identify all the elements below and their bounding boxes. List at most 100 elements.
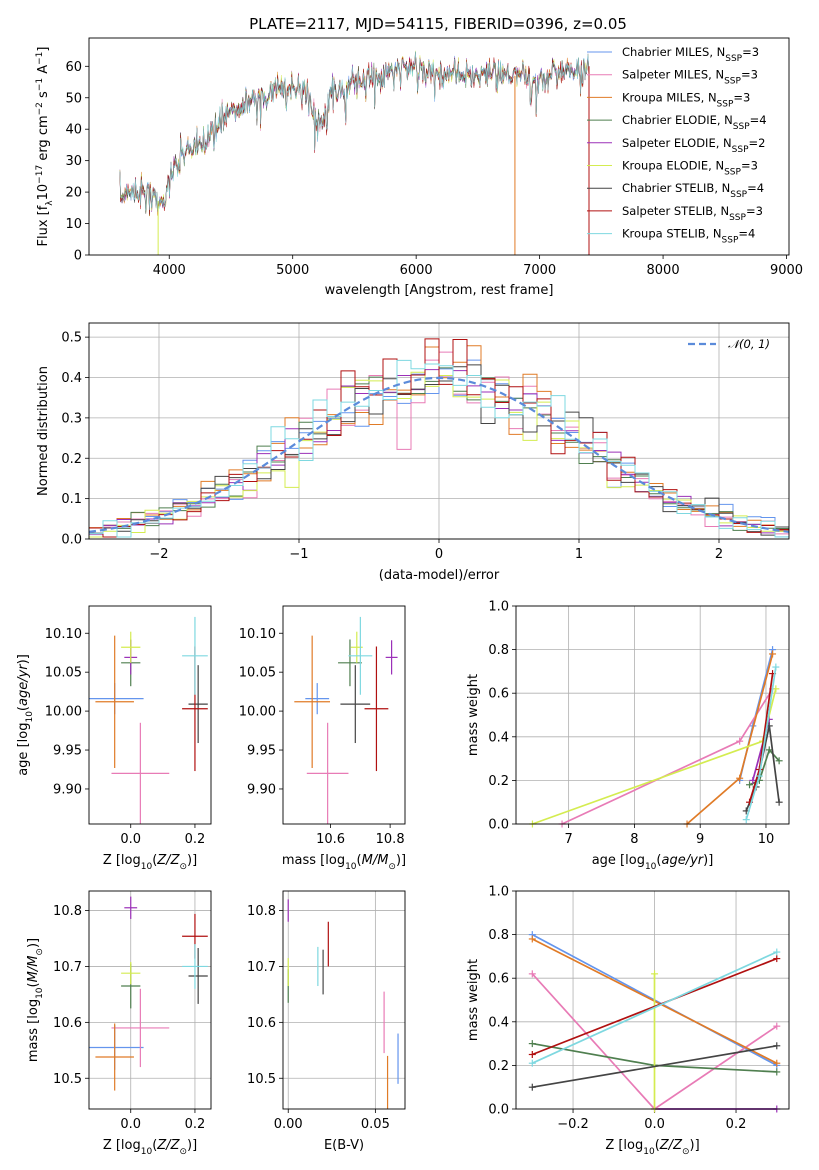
- y-axis-label: mass [log10(M/M⊙)]: [26, 938, 45, 1062]
- y-tick-label: 0.2: [488, 774, 509, 789]
- y-tick-label: 10.8: [247, 904, 276, 919]
- label-part: 10: [645, 862, 657, 872]
- y-tick-label: 20: [65, 186, 82, 201]
- label-part: ⊙: [179, 1147, 187, 1157]
- y-tick-label: 60: [65, 60, 82, 75]
- label-part: SSP: [732, 145, 749, 155]
- y-tick-label: 10.10: [45, 627, 82, 642]
- y-tick-label: 0.2: [61, 452, 82, 467]
- label-part: =4: [738, 227, 755, 241]
- histogram-step: [89, 359, 789, 538]
- x-tick-label: −2: [149, 547, 168, 562]
- y-tick-label: 9.90: [247, 782, 276, 797]
- y-tick-label: 10.05: [45, 666, 82, 681]
- label-part: Chabrier MILES, N: [622, 45, 725, 59]
- x-axis-label: wavelength [Angstrom, rest frame]: [325, 283, 554, 298]
- weight-line: [531, 957, 778, 1056]
- x-tick-label: 10: [758, 832, 775, 847]
- label-part: =3: [742, 45, 759, 59]
- figure-title: PLATE=2117, MJD=54115, FIBERID=0396, z=0…: [249, 15, 627, 33]
- legend-label: Chabrier MILES, NSSP=3: [622, 45, 759, 64]
- points-group: [287, 899, 399, 1109]
- x-axis-label: Z [log10(Z/Z⊙)]: [103, 1138, 197, 1157]
- label-part: Kroupa STELIB, N: [622, 227, 722, 241]
- y-tick-label: 0.5: [61, 331, 82, 346]
- label-part: Salpeter STELIB, N: [622, 204, 729, 218]
- label-part: M/M: [362, 853, 389, 868]
- label-part: mass [log: [26, 999, 41, 1062]
- spectrum-line: [119, 51, 590, 212]
- x-axis-label: E(B-V): [324, 1138, 364, 1153]
- y-axis-label: mass weight: [466, 674, 481, 756]
- label-part: Z/Z: [156, 1138, 180, 1153]
- label-part: Z [log: [103, 1138, 141, 1153]
- label-part: 10: [141, 862, 153, 872]
- label-part: ⊙: [682, 1147, 690, 1157]
- x-tick-label: 7000: [523, 263, 556, 278]
- label-part: (: [357, 853, 362, 868]
- y-tick-label: 0.8: [488, 928, 509, 943]
- y-tick-label: 0.2: [488, 1059, 509, 1074]
- x-tick-label: 8000: [647, 263, 680, 278]
- y-tick-label: 10.8: [53, 904, 82, 919]
- label-part: SSP: [717, 99, 734, 109]
- legend-label: 𝒩(0, 1): [728, 337, 770, 351]
- y-tick-label: 9.90: [53, 782, 82, 797]
- label-part: (: [152, 1138, 157, 1153]
- label-part: A: [36, 65, 51, 78]
- label-part: (: [656, 853, 661, 868]
- label-part: )]: [396, 853, 406, 868]
- label-part: SSP: [730, 190, 747, 200]
- label-part: Z/Z: [659, 1138, 683, 1153]
- points-group: [89, 616, 208, 824]
- y-tick-label: 0.3: [61, 411, 82, 426]
- axes-frame: [282, 890, 406, 1110]
- label-part: (: [26, 982, 41, 987]
- legend-label: Kroupa MILES, NSSP=3: [622, 90, 750, 109]
- label-part: M/M: [26, 956, 41, 983]
- label-part: erg cm: [36, 115, 51, 164]
- y-axis-label: age [log10(age/yr)]: [16, 654, 35, 776]
- x-axis-label: Z [log10(Z/Z⊙)]: [605, 1138, 699, 1157]
- y-tick-label: 0.4: [61, 371, 82, 386]
- legend-label: Chabrier ELODIE, NSSP=4: [622, 113, 767, 132]
- axes-frame: [515, 890, 790, 1110]
- y-tick-label: 0.6: [488, 972, 509, 987]
- axes-frame: [88, 890, 212, 1110]
- x-axis-label: Z [log10(Z/Z⊙)]: [103, 853, 197, 872]
- y-tick-label: 0.6: [488, 687, 509, 702]
- y-tick-label: 9.95: [247, 744, 276, 759]
- label-part: (: [655, 1138, 660, 1153]
- y-axis-label: Flux [fλ10−17 erg cm−2 s−1 A−1]: [35, 47, 55, 247]
- y-tick-label: 0.0: [488, 818, 509, 833]
- y-tick-label: 10.5: [247, 1072, 276, 1087]
- label-part: SSP: [733, 122, 750, 132]
- label-part: (: [152, 853, 157, 868]
- label-part: −1: [35, 52, 45, 65]
- label-part: ⊙: [179, 862, 187, 872]
- axes-frame: [282, 605, 406, 825]
- x-axis-label: (data-model)/error: [379, 568, 500, 583]
- label-part: 10: [345, 862, 357, 872]
- spectrum-line: [119, 53, 590, 215]
- label-part: −17: [35, 165, 45, 184]
- x-tick-label: 2: [715, 547, 723, 562]
- y-tick-label: 0.0: [61, 533, 82, 548]
- axes-frame: [88, 322, 790, 540]
- x-tick-label: 9000: [770, 263, 803, 278]
- label-part: Chabrier STELIB, N: [622, 181, 730, 195]
- label-part: =4: [750, 113, 767, 127]
- y-tick-label: 30: [65, 154, 82, 169]
- label-part: SSP: [724, 77, 741, 87]
- x-tick-label: 0.00: [274, 1117, 303, 1132]
- x-tick-label: 10.6: [316, 832, 345, 847]
- label-part: −1: [35, 78, 45, 91]
- label-part: ⊙: [388, 862, 396, 872]
- y-axis-label: mass weight: [466, 959, 481, 1041]
- label-part: =4: [747, 181, 764, 195]
- label-part: =2: [749, 136, 766, 150]
- y-tick-label: 0.4: [488, 1015, 509, 1030]
- x-tick-label: 0.0: [120, 1117, 141, 1132]
